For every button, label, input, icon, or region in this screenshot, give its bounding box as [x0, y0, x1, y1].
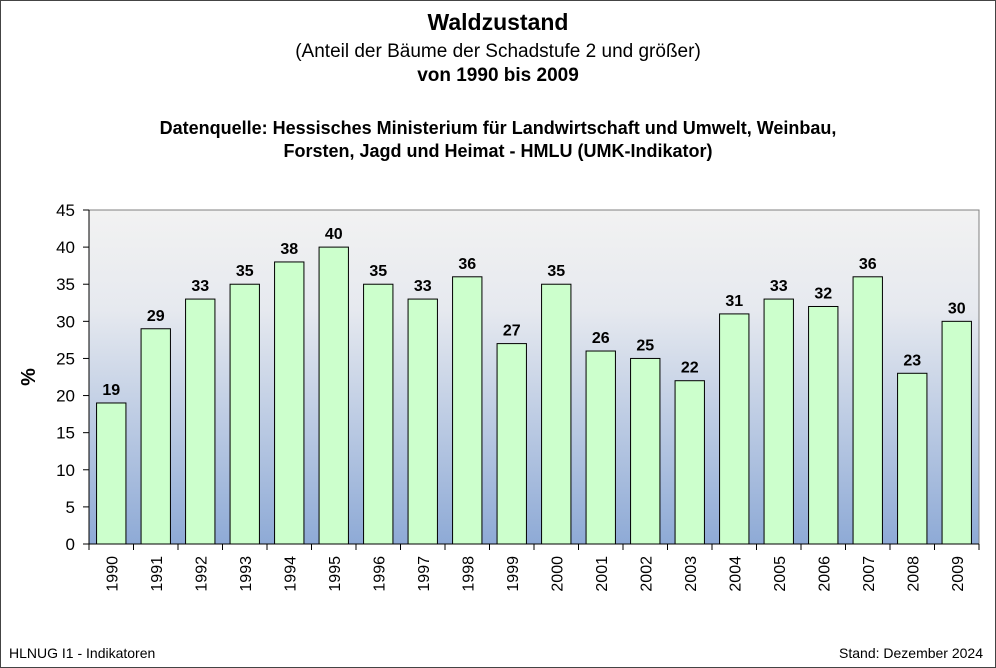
bar-2001 — [585, 350, 616, 545]
y-tick-label: 40 — [56, 238, 75, 257]
data-label-2002: 25 — [636, 337, 654, 354]
x-tick-label: 1991 — [149, 556, 166, 592]
bar-1993 — [229, 283, 260, 545]
x-tick-label: 1995 — [327, 556, 344, 592]
data-label-2004: 31 — [725, 293, 743, 310]
bar-1992 — [185, 298, 216, 545]
bar-2002 — [630, 357, 661, 545]
plot-area — [88, 209, 980, 545]
x-tick-label: 2000 — [549, 556, 566, 592]
data-source-line-2: Forsten, Jagd und Heimat - HMLU (UMK-Ind… — [283, 141, 713, 161]
bar-1996 — [363, 283, 394, 545]
data-label-2009: 30 — [948, 300, 966, 317]
y-tick-label: 25 — [56, 349, 75, 368]
bar-2005 — [763, 298, 794, 545]
x-tick-label: 1992 — [193, 556, 210, 592]
data-label-2000: 35 — [547, 263, 565, 280]
bar-1995 — [318, 246, 349, 545]
data-label-1998: 36 — [458, 256, 476, 273]
data-label-1990: 19 — [102, 382, 120, 399]
bar-2009 — [941, 320, 972, 545]
data-label-1994: 38 — [280, 241, 298, 258]
data-label-1992: 33 — [191, 278, 209, 295]
y-tick-label: 30 — [56, 312, 75, 331]
y-tick-label: 10 — [56, 461, 75, 480]
x-tick-label: 1993 — [238, 556, 255, 592]
data-label-2008: 23 — [903, 352, 921, 369]
x-tick-label: 1997 — [416, 556, 433, 592]
bar-1997 — [407, 298, 438, 545]
x-tick-label: 1994 — [282, 556, 299, 592]
bar-2000 — [541, 283, 572, 545]
x-tick-label: 1999 — [505, 556, 522, 592]
y-tick-label: 5 — [66, 498, 75, 517]
x-tick-label: 1996 — [371, 556, 388, 592]
chart-subtitle: (Anteil der Bäume der Schadstufe 2 und g… — [295, 41, 701, 62]
y-tick-label: 0 — [66, 535, 75, 554]
x-tick-label: 2004 — [727, 556, 744, 592]
bar-1998 — [452, 276, 483, 545]
bar-2003 — [674, 380, 705, 545]
x-tick-label: 2007 — [861, 556, 878, 592]
x-tick-label: 2009 — [950, 556, 967, 592]
data-label-1999: 27 — [503, 323, 521, 340]
bar-2008 — [897, 372, 928, 545]
footer-right: Stand: Dezember 2024 — [839, 645, 983, 661]
x-tick-label: 1990 — [104, 556, 121, 592]
y-tick-label: 45 — [56, 201, 75, 220]
bar-2006 — [808, 305, 839, 545]
data-label-1995: 40 — [325, 226, 343, 243]
data-label-1993: 35 — [236, 263, 254, 280]
x-tick-label: 2001 — [594, 556, 611, 592]
data-source-line-1: Datenquelle: Hessisches Ministerium für … — [159, 118, 837, 138]
x-tick-label: 1998 — [460, 556, 477, 592]
bar-2007 — [852, 276, 883, 545]
data-label-1996: 35 — [369, 263, 387, 280]
y-tick-label: 20 — [56, 387, 75, 406]
data-label-2003: 22 — [681, 360, 699, 377]
data-label-1991: 29 — [147, 308, 165, 325]
data-label-2001: 26 — [592, 330, 610, 347]
chart-title: Waldzustand — [427, 9, 569, 35]
bar-1990 — [96, 402, 127, 545]
bar-1994 — [274, 261, 305, 545]
x-tick-label: 2006 — [816, 556, 833, 592]
bar-1991 — [140, 328, 171, 545]
y-tick-label: 35 — [56, 275, 75, 294]
data-label-2006: 32 — [814, 285, 832, 302]
footer-left: HLNUG I1 - Indikatoren — [9, 645, 156, 661]
chart-period: von 1990 bis 2009 — [417, 65, 579, 86]
data-label-2005: 33 — [770, 278, 788, 295]
x-tick-label: 2002 — [638, 556, 655, 592]
data-label-1997: 33 — [414, 278, 432, 295]
x-tick-label: 2003 — [683, 556, 700, 592]
x-tick-label: 2005 — [772, 556, 789, 592]
y-axis-label: % — [18, 368, 40, 386]
x-tick-label: 2008 — [905, 556, 922, 592]
y-tick-label: 15 — [56, 424, 75, 443]
bar-1999 — [496, 343, 527, 545]
data-label-2007: 36 — [859, 256, 877, 273]
bar-2004 — [719, 313, 750, 545]
